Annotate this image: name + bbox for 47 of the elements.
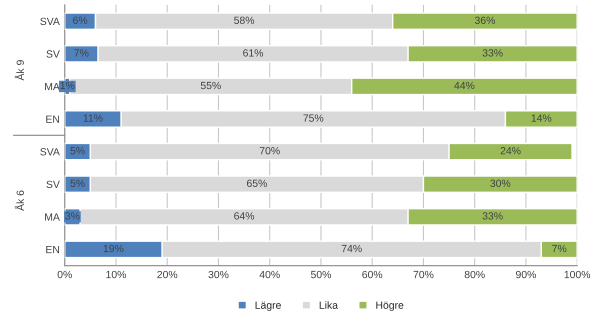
data-label: 33% [482,212,503,220]
x-tick-label: 100% [564,270,590,278]
data-label: 30% [490,180,510,187]
data-label: 61% [243,49,264,57]
data-label: 7% [552,244,566,252]
text: Åk 9 [14,60,24,80]
text: Åk 6 [14,190,24,211]
y-tick-label: MA [45,213,60,221]
data-label: 70% [260,147,280,154]
x-tick-label: 40% [260,270,280,278]
y-tick-label: SVA [40,18,60,26]
y-tick-label: EN [46,246,60,254]
legend-label: Högre [376,302,404,311]
data-label: 19% [104,244,124,252]
x-tick-label: 10% [106,270,126,278]
y-tick-label: SV [46,50,60,58]
y-tick-label: SV [46,180,60,188]
legend-label: Lägre [256,302,281,311]
data-label: 44% [454,82,474,90]
data-label: 65% [247,180,267,187]
data-label: 58% [234,16,254,24]
x-tick-label: 50% [310,270,332,278]
y-tick-label: MA [45,83,60,90]
data-label: 5% [70,180,85,187]
x-tick-label: 0% [58,270,72,278]
data-label: 11% [84,114,103,122]
data-label: 6% [73,16,88,24]
data-label: 3% [65,212,80,220]
x-tick-label: 30% [208,270,229,278]
data-label: 24% [500,147,521,154]
x-tick-label: 20% [157,270,178,278]
x-tick-label: 80% [464,270,485,278]
x-tick-label: 60% [362,270,382,278]
x-tick-label: 70% [414,270,434,278]
data-label: 64% [234,212,254,220]
data-label: 55% [200,82,221,90]
legend-label: Lika [320,301,338,309]
y-tick-label: SVA [40,148,60,156]
data-label: 36% [474,16,495,24]
data-label: 5% [70,147,85,154]
data-label: 33% [482,49,503,57]
x-tick-label: 90% [516,270,536,278]
data-label: 14% [532,114,552,122]
data-label: 7% [74,49,89,57]
data-label: 74% [342,244,362,252]
y-tick-label: EN [46,116,60,123]
data-label: 75% [303,114,324,122]
